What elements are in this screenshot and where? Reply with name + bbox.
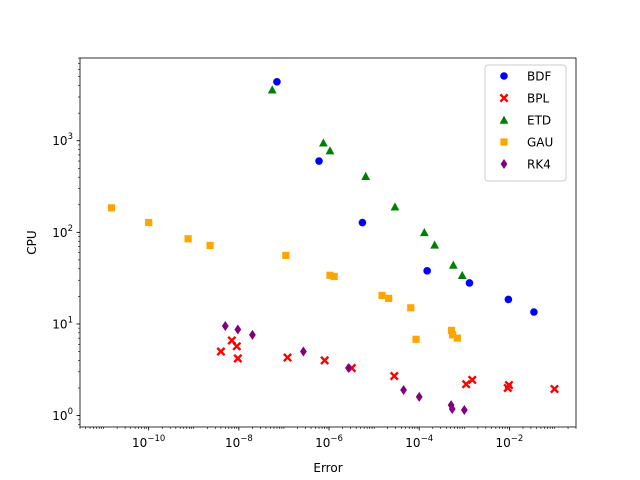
data-point-gau — [184, 235, 192, 243]
data-point-gau — [206, 241, 214, 250]
data-point-bdf — [315, 157, 323, 165]
data-point-rk4 — [249, 329, 256, 340]
data-point-gau — [453, 334, 461, 342]
data-point-gau — [282, 251, 290, 260]
y-tick-label: 102 — [52, 224, 73, 240]
legend-entry-bpl: BPL — [499, 92, 549, 106]
plot-frame — [79, 57, 577, 428]
data-point-gau — [448, 331, 457, 339]
legend-label-bdf: BDF — [527, 70, 551, 84]
data-point-rk4 — [400, 385, 407, 396]
data-point-bpl — [320, 355, 330, 365]
data-point-rk4 — [415, 391, 423, 402]
data-point-bpl — [504, 380, 514, 390]
data-point-gau — [385, 294, 393, 303]
data-point-bdf — [465, 279, 474, 287]
x-tick-label: 10−4 — [405, 434, 433, 450]
x-tick-label: 10−6 — [315, 434, 343, 450]
series-rk4 — [221, 320, 468, 415]
x-tick-label: 10−8 — [225, 434, 253, 450]
data-point-gau — [145, 218, 153, 227]
legend-label-bpl: BPL — [527, 92, 549, 106]
data-point-rk4 — [448, 403, 456, 414]
series-bdf — [273, 77, 538, 316]
legend: BDF BPL ETD GAU RK4 — [484, 64, 567, 182]
y-tick-label: 103 — [52, 132, 73, 148]
data-point-etd — [325, 146, 335, 155]
data-point-gau — [447, 326, 456, 335]
data-point-bpl — [461, 379, 471, 389]
y-tick-label: 100 — [52, 407, 73, 423]
y-tick-label: 101 — [52, 315, 73, 331]
legend-label-gau: GAU — [527, 136, 553, 150]
data-point-bpl — [283, 353, 293, 363]
x-tick-label: 10−10 — [132, 434, 165, 450]
y-axis-title: CPU — [25, 230, 39, 254]
y-axis: 100 101 102 103 — [52, 57, 80, 425]
series-bpl — [216, 335, 559, 394]
data-point-rk4 — [234, 324, 242, 335]
x-tick-label: 10−2 — [495, 434, 523, 450]
data-point-bpl — [389, 371, 399, 381]
legend-entry-gau: GAU — [500, 136, 553, 150]
x-axis-title: Error — [313, 461, 342, 475]
data-point-bpl — [216, 347, 226, 357]
data-point-bpl — [549, 384, 559, 394]
data-point-etd — [390, 202, 400, 211]
legend-marker-rk4 — [500, 159, 508, 169]
data-point-gau — [378, 291, 386, 299]
data-point-etd — [419, 227, 429, 237]
data-point-gau — [412, 335, 420, 343]
data-point-gau — [407, 304, 415, 312]
legend-marker-etd — [499, 115, 509, 124]
legend-entry-etd: ETD — [499, 114, 551, 128]
legend-entry-rk4: RK4 — [500, 158, 551, 172]
data-point-gau — [107, 204, 116, 212]
data-point-bdf — [423, 267, 431, 275]
data-point-etd — [457, 270, 467, 279]
data-point-etd — [448, 260, 458, 269]
legend-marker-bdf — [500, 72, 508, 80]
data-point-rk4 — [345, 363, 352, 374]
legend-entry-bdf: BDF — [500, 70, 551, 84]
data-point-rk4 — [221, 320, 229, 331]
data-point-bpl — [232, 341, 242, 351]
x-axis: 10−10 10−8 10−6 10−4 10−2 — [79, 427, 577, 450]
series-etd — [267, 85, 467, 279]
data-point-bdf — [530, 308, 538, 316]
data-point-etd — [361, 171, 371, 180]
data-point-rk4 — [460, 404, 468, 415]
data-point-gau — [326, 271, 334, 279]
data-point-bdf — [504, 295, 513, 304]
data-point-bdf — [273, 77, 281, 86]
data-point-etd — [318, 138, 328, 147]
legend-marker-gau — [500, 138, 508, 146]
legend-box — [484, 64, 567, 182]
data-point-etd — [430, 240, 440, 249]
data-point-bpl — [467, 375, 477, 385]
legend-label-etd: ETD — [527, 114, 551, 128]
legend-label-rk4: RK4 — [527, 158, 551, 172]
data-point-bdf — [358, 218, 367, 227]
series-gau — [107, 204, 461, 343]
legend-marker-bpl — [499, 93, 509, 103]
data-point-rk4 — [299, 346, 307, 357]
data-points — [107, 77, 559, 415]
data-point-etd — [267, 85, 277, 94]
data-point-gau — [330, 272, 338, 281]
data-point-bpl — [233, 353, 243, 363]
